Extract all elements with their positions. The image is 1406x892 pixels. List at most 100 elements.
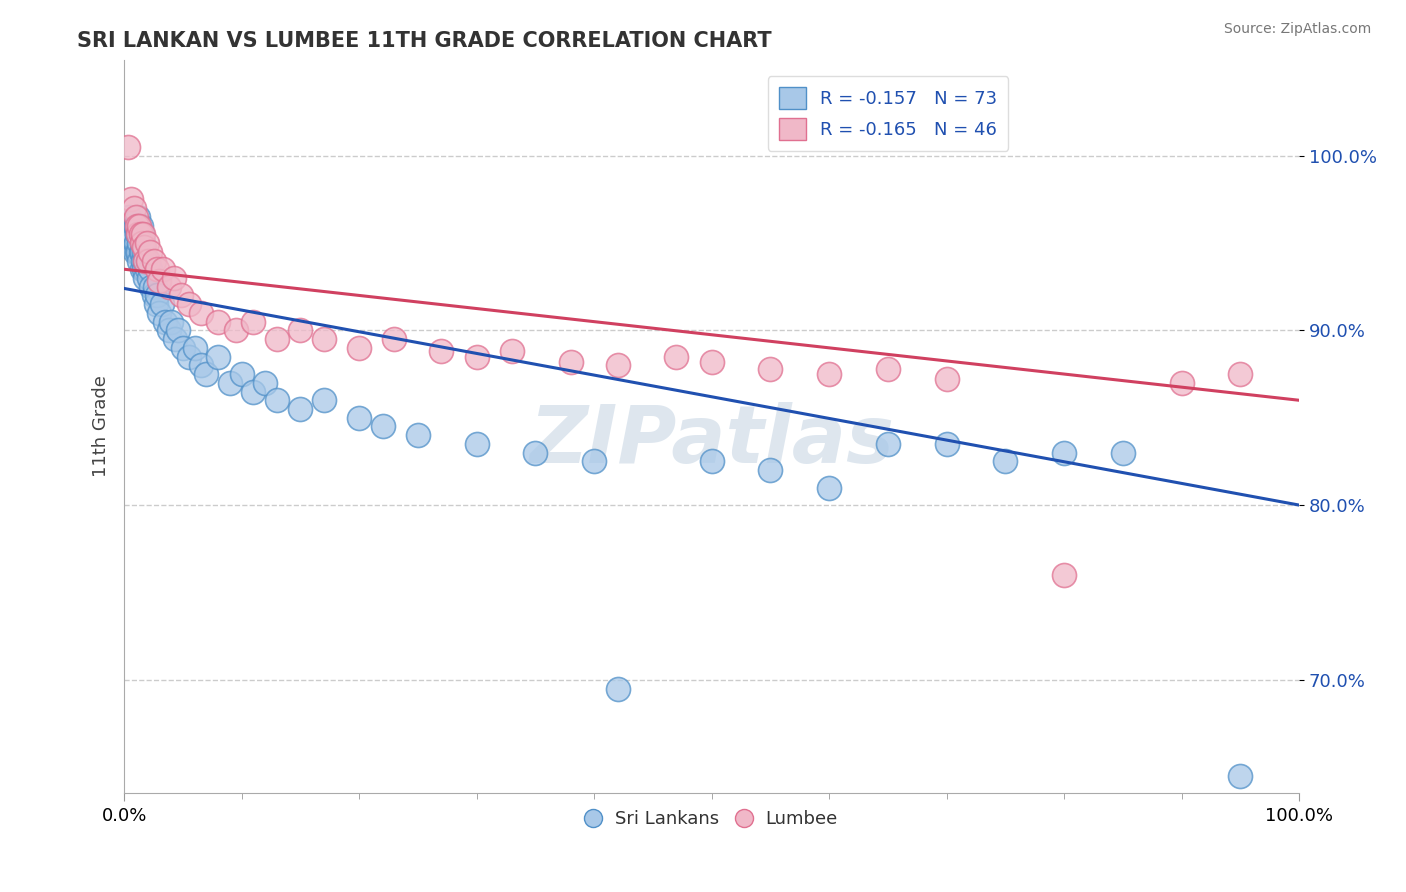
- Point: [195, 367, 218, 381]
- Point: [124, 244, 146, 259]
- Point: [142, 253, 165, 268]
- Point: [190, 306, 212, 320]
- Point: [118, 210, 141, 224]
- Point: [219, 376, 242, 390]
- Point: [759, 361, 782, 376]
- Point: [700, 454, 723, 468]
- Point: [127, 244, 149, 259]
- Point: [139, 244, 162, 259]
- Point: [117, 140, 139, 154]
- Point: [122, 227, 145, 242]
- Point: [167, 323, 190, 337]
- Point: [129, 244, 152, 259]
- Point: [134, 253, 156, 268]
- Legend: Sri Lankans, Lumbee: Sri Lankans, Lumbee: [578, 803, 845, 836]
- Point: [818, 481, 841, 495]
- Point: [121, 235, 143, 250]
- Point: [177, 350, 200, 364]
- Point: [231, 367, 253, 381]
- Y-axis label: 11th Grade: 11th Grade: [93, 376, 110, 477]
- Point: [177, 297, 200, 311]
- Point: [1229, 367, 1251, 381]
- Point: [134, 271, 156, 285]
- Text: ZIPatlas: ZIPatlas: [529, 402, 894, 480]
- Point: [146, 288, 169, 302]
- Point: [1053, 568, 1076, 582]
- Point: [347, 341, 370, 355]
- Point: [312, 332, 335, 346]
- Point: [1229, 769, 1251, 783]
- Point: [465, 437, 488, 451]
- Point: [183, 341, 205, 355]
- Point: [700, 355, 723, 369]
- Point: [606, 681, 628, 696]
- Point: [1170, 376, 1192, 390]
- Point: [134, 239, 156, 253]
- Point: [254, 376, 277, 390]
- Point: [155, 315, 177, 329]
- Point: [157, 279, 180, 293]
- Text: Source: ZipAtlas.com: Source: ZipAtlas.com: [1223, 22, 1371, 37]
- Point: [139, 262, 162, 277]
- Point: [818, 367, 841, 381]
- Point: [127, 227, 149, 242]
- Point: [122, 201, 145, 215]
- Point: [266, 393, 288, 408]
- Point: [125, 235, 148, 250]
- Point: [207, 315, 229, 329]
- Point: [145, 297, 167, 311]
- Point: [115, 219, 138, 233]
- Point: [128, 219, 150, 233]
- Point: [128, 219, 150, 233]
- Point: [160, 315, 183, 329]
- Point: [131, 227, 153, 242]
- Point: [759, 463, 782, 477]
- Point: [131, 244, 153, 259]
- Point: [172, 341, 194, 355]
- Point: [134, 253, 156, 268]
- Point: [406, 428, 429, 442]
- Point: [312, 393, 335, 408]
- Point: [148, 275, 170, 289]
- Point: [129, 219, 152, 233]
- Point: [169, 288, 191, 302]
- Point: [146, 262, 169, 277]
- Point: [1112, 445, 1135, 459]
- Point: [935, 437, 957, 451]
- Point: [157, 323, 180, 337]
- Point: [141, 279, 163, 293]
- Point: [135, 235, 157, 250]
- Point: [127, 210, 149, 224]
- Point: [138, 271, 160, 285]
- Point: [665, 350, 688, 364]
- Point: [994, 454, 1017, 468]
- Point: [120, 227, 142, 242]
- Point: [131, 262, 153, 277]
- Point: [163, 332, 186, 346]
- Point: [127, 227, 149, 242]
- Point: [132, 253, 155, 268]
- Point: [560, 355, 582, 369]
- Point: [127, 227, 149, 242]
- Point: [1053, 445, 1076, 459]
- Point: [129, 227, 152, 242]
- Point: [148, 306, 170, 320]
- Point: [128, 235, 150, 250]
- Point: [207, 350, 229, 364]
- Point: [127, 219, 149, 233]
- Point: [152, 262, 174, 277]
- Point: [935, 372, 957, 386]
- Point: [125, 219, 148, 233]
- Point: [124, 219, 146, 233]
- Point: [290, 323, 312, 337]
- Point: [465, 350, 488, 364]
- Point: [384, 332, 406, 346]
- Point: [127, 244, 149, 259]
- Point: [266, 332, 288, 346]
- Point: [347, 410, 370, 425]
- Point: [606, 359, 628, 373]
- Point: [190, 359, 212, 373]
- Point: [136, 253, 159, 268]
- Point: [128, 253, 150, 268]
- Point: [135, 262, 157, 277]
